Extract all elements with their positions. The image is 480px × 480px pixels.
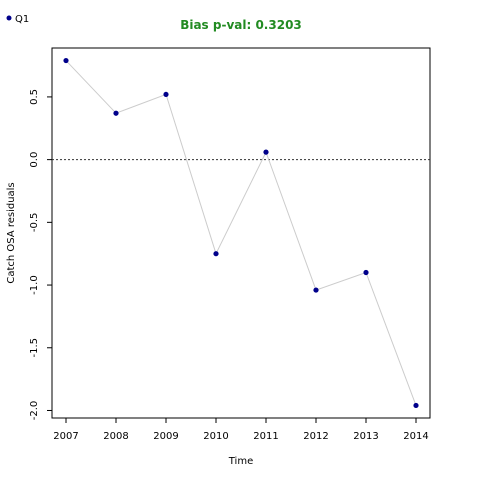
y-tick-label: -1.5 <box>29 338 40 358</box>
x-axis-title: Time <box>228 456 253 467</box>
x-tick-label: 2007 <box>53 431 78 442</box>
chart-title: Bias p-val: 0.3203 <box>180 18 302 32</box>
x-tick-label: 2014 <box>403 431 428 442</box>
y-axis-title: Catch OSA residuals <box>6 182 17 283</box>
plot-frame <box>51 47 431 419</box>
legend: Q1 <box>6 14 29 25</box>
x-tick-label: 2008 <box>103 431 128 442</box>
data-point <box>263 149 269 155</box>
y-tick-label: 0.0 <box>29 152 40 168</box>
legend-marker <box>6 15 12 21</box>
legend-label: Q1 <box>15 14 29 25</box>
series-q1 <box>63 57 419 409</box>
y-axis: 0.5 0.0 -0.5 -1.0 -1.5 -2.0 <box>29 89 52 420</box>
data-point <box>363 269 369 276</box>
data-point <box>413 402 419 409</box>
data-point <box>163 91 169 98</box>
y-tick-label: 0.5 <box>29 89 40 105</box>
data-point <box>113 110 119 116</box>
data-point <box>213 251 219 257</box>
x-axis: 2007 2008 2009 2010 2011 2012 2013 2014 <box>53 418 429 442</box>
data-point <box>313 287 319 293</box>
series-line <box>65 60 417 406</box>
y-tick-label: -2.0 <box>29 401 40 421</box>
y-tick-label: -0.5 <box>29 213 40 233</box>
x-tick-label: 2009 <box>153 431 178 442</box>
x-tick-label: 2010 <box>203 431 228 442</box>
y-tick-label: -1.0 <box>29 275 40 295</box>
x-tick-label: 2012 <box>303 431 328 442</box>
x-tick-label: 2013 <box>353 431 378 442</box>
data-point <box>63 57 69 64</box>
x-tick-label: 2011 <box>253 431 278 442</box>
